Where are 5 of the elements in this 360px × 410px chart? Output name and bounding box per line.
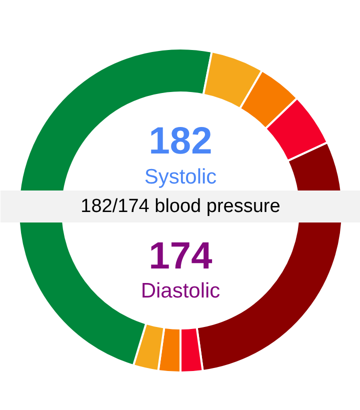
text: 182/174 blood pressure <box>80 196 280 217</box>
text: 174 <box>148 236 212 278</box>
text: Systolic <box>144 166 217 188</box>
text: Diastolic <box>140 280 220 302</box>
text: 182 <box>148 120 212 162</box>
